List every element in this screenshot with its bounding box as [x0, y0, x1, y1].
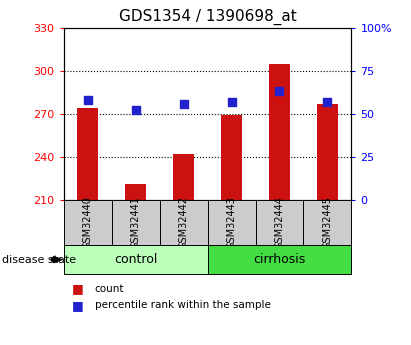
Bar: [208, 245, 351, 274]
Point: [180, 101, 187, 106]
Point: [228, 99, 235, 105]
Text: cirrhosis: cirrhosis: [253, 253, 306, 266]
Bar: [159, 200, 208, 245]
Text: GSM32441: GSM32441: [131, 196, 141, 249]
Text: GSM32442: GSM32442: [179, 196, 189, 249]
Text: percentile rank within the sample: percentile rank within the sample: [95, 300, 270, 310]
Text: GSM32440: GSM32440: [83, 196, 92, 249]
Bar: [316, 104, 338, 200]
Bar: [256, 200, 303, 245]
Bar: [173, 154, 194, 200]
Text: GSM32443: GSM32443: [226, 196, 236, 249]
Point: [132, 108, 139, 113]
Point: [324, 99, 331, 105]
Bar: [112, 200, 159, 245]
Bar: [64, 245, 208, 274]
Bar: [208, 200, 256, 245]
Title: GDS1354 / 1390698_at: GDS1354 / 1390698_at: [119, 9, 296, 25]
Text: GSM32444: GSM32444: [275, 196, 284, 249]
Bar: [64, 200, 112, 245]
Point: [84, 97, 91, 103]
Text: disease state: disease state: [2, 255, 76, 265]
Bar: [125, 184, 146, 200]
Text: GSM32445: GSM32445: [323, 196, 332, 249]
Point: [276, 89, 283, 94]
Text: ■: ■: [72, 299, 84, 312]
Bar: [77, 108, 99, 200]
Text: control: control: [114, 253, 157, 266]
Bar: [221, 115, 242, 200]
Bar: [269, 63, 290, 200]
Text: ■: ■: [72, 282, 84, 295]
Bar: [303, 200, 351, 245]
Text: count: count: [95, 284, 124, 294]
